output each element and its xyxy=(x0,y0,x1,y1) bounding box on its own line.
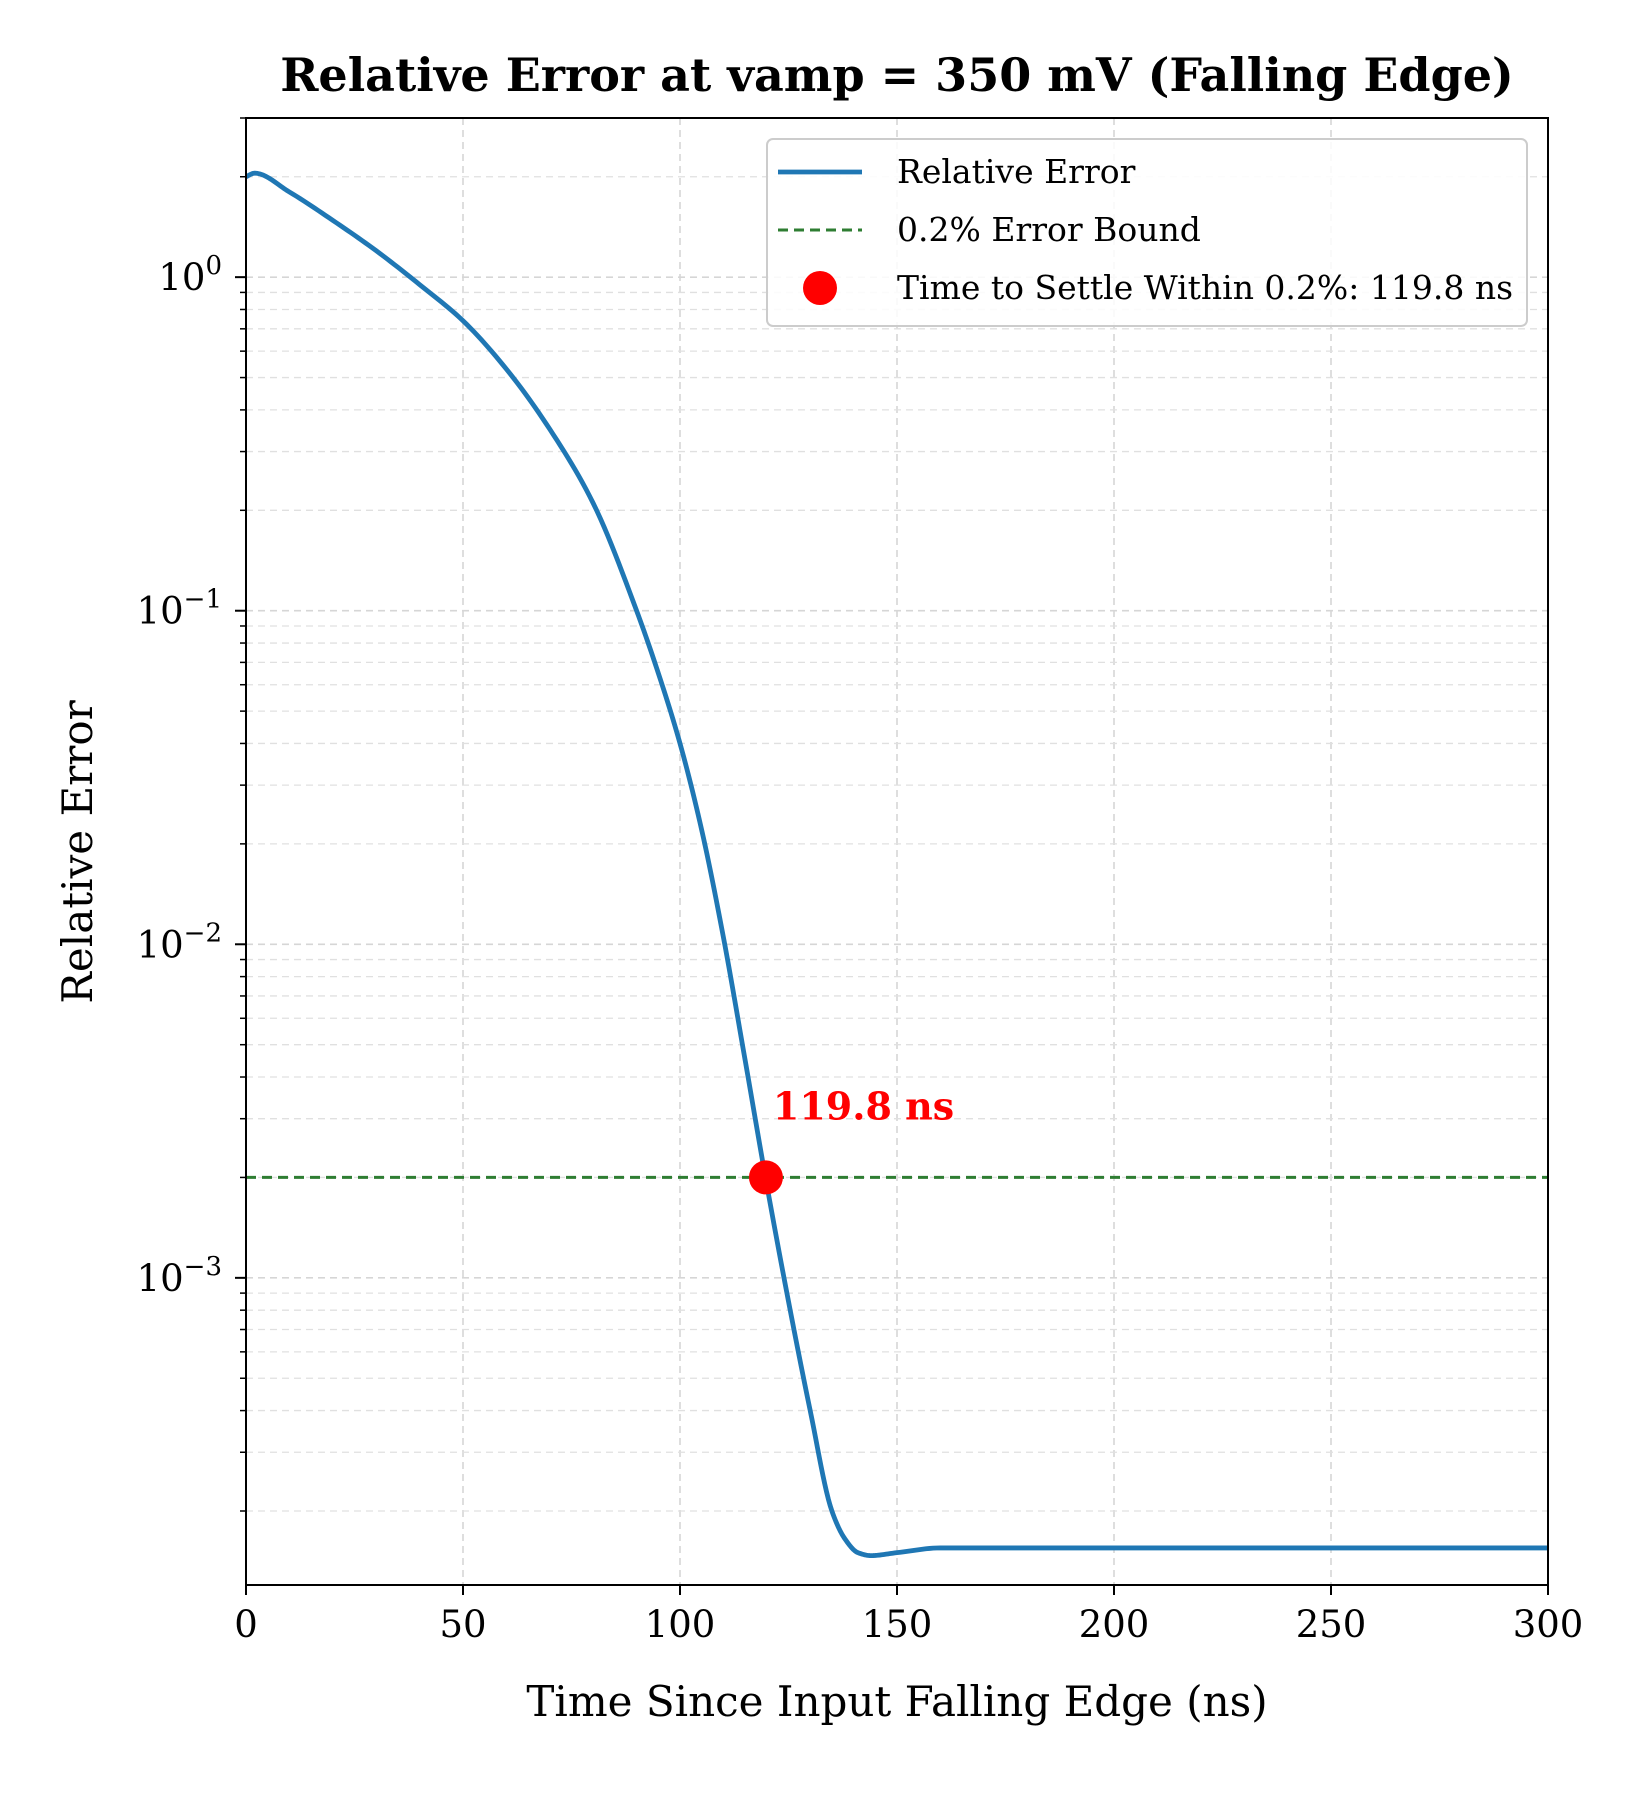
x-tick-label: 0 xyxy=(234,1603,258,1646)
relative-error-line xyxy=(244,170,1548,1558)
legend: Relative Error 0.2% Error Bound Time to Se… xyxy=(766,138,1528,327)
y-tick-label: 10−1 xyxy=(137,585,222,633)
legend-swatch-marker xyxy=(803,271,837,305)
x-tick-label: 300 xyxy=(1513,1603,1584,1646)
y-tick-label: 10−2 xyxy=(137,918,222,966)
series-layer xyxy=(244,170,1548,1558)
y-axis-label: Relative Error xyxy=(53,699,102,1003)
legend-label: Time to Settle Within 0.2%: 119.8 ns xyxy=(897,268,1513,307)
y-tick-label: 100 xyxy=(158,251,222,299)
x-tick-label: 200 xyxy=(1079,1603,1150,1646)
x-tick-label: 250 xyxy=(1296,1603,1367,1646)
x-axis-label: Time Since Input Falling Edge (ns) xyxy=(526,1677,1267,1726)
x-tick-label: 100 xyxy=(645,1603,716,1646)
y-axis: 100 10−1 10−2 10−3 xyxy=(137,117,246,1512)
settle-marker-layer: 119.8 ns xyxy=(748,1083,954,1195)
settle-point-marker xyxy=(748,1160,783,1195)
legend-box xyxy=(766,138,1528,327)
legend-label: 0.2% Error Bound xyxy=(897,210,1201,249)
x-tick-label: 150 xyxy=(862,1603,933,1646)
x-tick-label: 50 xyxy=(439,1603,486,1646)
settle-annotation: 119.8 ns xyxy=(773,1083,954,1128)
chart-title: Relative Error at vamp = 350 mV (Falling… xyxy=(280,48,1514,102)
grid xyxy=(245,117,1549,1585)
x-axis: 0 50 100 150 200 250 300 xyxy=(234,1585,1583,1646)
legend-label: Relative Error xyxy=(897,152,1136,191)
y-tick-label: 10−3 xyxy=(137,1252,222,1300)
